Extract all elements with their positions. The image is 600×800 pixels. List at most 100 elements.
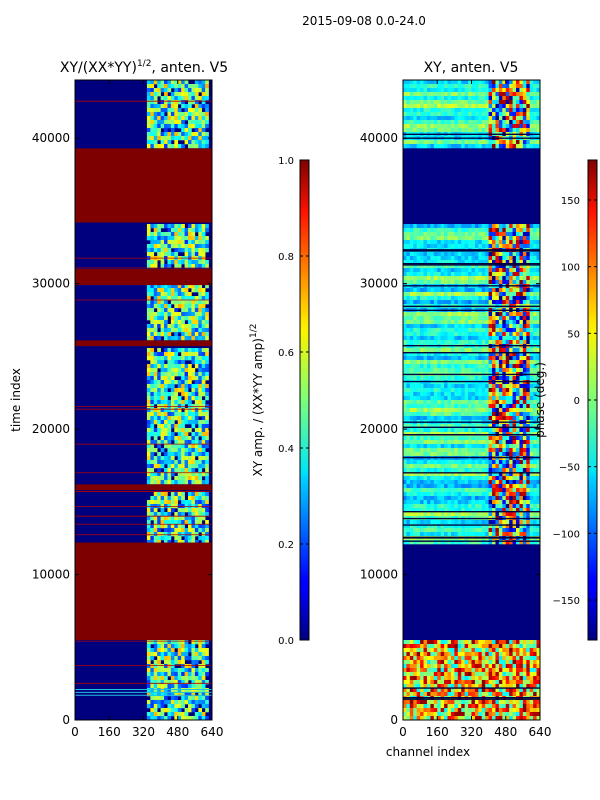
heatmap-cell <box>440 452 445 457</box>
heatmap-cell <box>184 640 189 645</box>
heatmap-cell <box>198 480 203 485</box>
heatmap-cell <box>468 440 472 445</box>
heatmap-cell <box>444 224 448 229</box>
heatmap-cell <box>201 672 206 677</box>
heatmap-cell <box>170 516 175 521</box>
heatmap-cell <box>516 144 520 149</box>
heatmap-cell <box>201 84 206 89</box>
heatmap-cell <box>188 420 192 425</box>
heatmap-cell <box>181 524 185 529</box>
heatmap-cell <box>512 280 517 285</box>
heatmap-cell <box>167 692 172 697</box>
heatmap-cell <box>201 392 206 397</box>
heatmap-cell <box>198 356 203 361</box>
heatmap-cell <box>536 236 540 241</box>
heatmap-cell <box>188 396 192 401</box>
heatmap-cell <box>194 448 199 453</box>
heatmap-cell <box>177 368 182 373</box>
heatmap-cell <box>533 364 537 369</box>
heatmap-cell <box>146 392 151 397</box>
heatmap-cell <box>433 312 438 317</box>
heatmap-cell <box>474 240 479 245</box>
heatmap-cell <box>505 384 510 389</box>
heatmap-cell <box>157 404 161 409</box>
heatmap-cell <box>478 368 483 373</box>
heatmap-cell <box>188 688 192 693</box>
heatmap-cell <box>526 268 531 273</box>
heatmap-cell <box>191 332 196 337</box>
heatmap-cell <box>478 276 483 281</box>
heatmap-cell <box>170 132 175 137</box>
heatmap-cell <box>437 336 441 341</box>
heatmap-cell <box>160 664 165 669</box>
heatmap-cell <box>188 412 192 417</box>
heatmap-cell <box>157 716 161 720</box>
heatmap-cell <box>426 356 431 361</box>
heatmap-cell <box>437 236 441 241</box>
heatmap-cell <box>150 316 155 321</box>
heatmap-cell <box>481 244 486 249</box>
heatmap-cell <box>170 500 175 505</box>
heatmap-cell <box>191 692 196 697</box>
heatmap-cell <box>485 272 489 277</box>
heatmap-cell <box>526 128 531 133</box>
heatmap-cell <box>522 440 527 445</box>
heatmap-cell <box>495 360 500 365</box>
heatmap-cell <box>519 332 524 337</box>
heatmap-cell <box>167 376 172 381</box>
heatmap-cell <box>502 140 507 145</box>
heatmap-cell <box>157 688 161 693</box>
heatmap-cell <box>153 360 158 365</box>
heatmap-cell <box>205 460 209 465</box>
heatmap-cell <box>468 376 472 381</box>
heatmap-cell <box>423 340 428 345</box>
heatmap-cell <box>146 540 151 545</box>
heatmap-cell <box>413 108 417 113</box>
heatmap-cell <box>495 244 500 249</box>
heatmap-cell <box>502 108 507 113</box>
heatmap-cell <box>492 324 496 329</box>
heatmap-cell <box>509 332 513 337</box>
heatmap-cell <box>157 224 161 229</box>
heatmap-cell <box>170 108 175 113</box>
heatmap-cell <box>191 116 196 121</box>
heatmap-cell <box>403 116 407 121</box>
heatmap-cell <box>170 328 175 333</box>
heatmap-cell <box>522 320 527 325</box>
heatmap-cell <box>430 328 435 333</box>
heatmap-cell <box>150 460 155 465</box>
heatmap-cell <box>170 444 175 449</box>
heatmap-cell <box>146 456 151 461</box>
heatmap-cell <box>464 272 469 277</box>
heatmap-cell <box>409 328 414 333</box>
heatmap-cell <box>498 460 503 465</box>
heatmap-cell <box>160 532 165 537</box>
heatmap-cell <box>437 260 441 265</box>
heatmap-cell <box>416 124 421 129</box>
heatmap-cell <box>492 360 496 365</box>
heatmap-cell <box>498 400 503 405</box>
heatmap-cell <box>516 404 520 409</box>
heatmap-cell <box>492 424 496 429</box>
heatmap-cell <box>471 376 476 381</box>
heatmap-cell <box>413 360 417 365</box>
heatmap-cell <box>181 404 185 409</box>
heatmap-cell <box>461 292 465 297</box>
heatmap-cell <box>440 428 445 433</box>
heatmap-cell <box>409 440 414 445</box>
heatmap-cell <box>150 500 155 505</box>
heatmap-cell <box>478 400 483 405</box>
heatmap-cell <box>406 96 411 101</box>
heatmap-cell <box>502 444 507 449</box>
heatmap-cell <box>198 696 203 701</box>
heatmap-cell <box>167 496 172 501</box>
heatmap-cell <box>522 328 527 333</box>
heatmap-cell <box>167 352 172 357</box>
heatmap-cell <box>509 384 513 389</box>
heatmap-cell <box>170 652 175 657</box>
heatmap-cell <box>444 440 448 445</box>
heatmap-cell <box>488 264 493 269</box>
heatmap-cell <box>498 348 503 353</box>
heatmap-cell <box>160 464 165 469</box>
heatmap-cell <box>450 120 455 125</box>
